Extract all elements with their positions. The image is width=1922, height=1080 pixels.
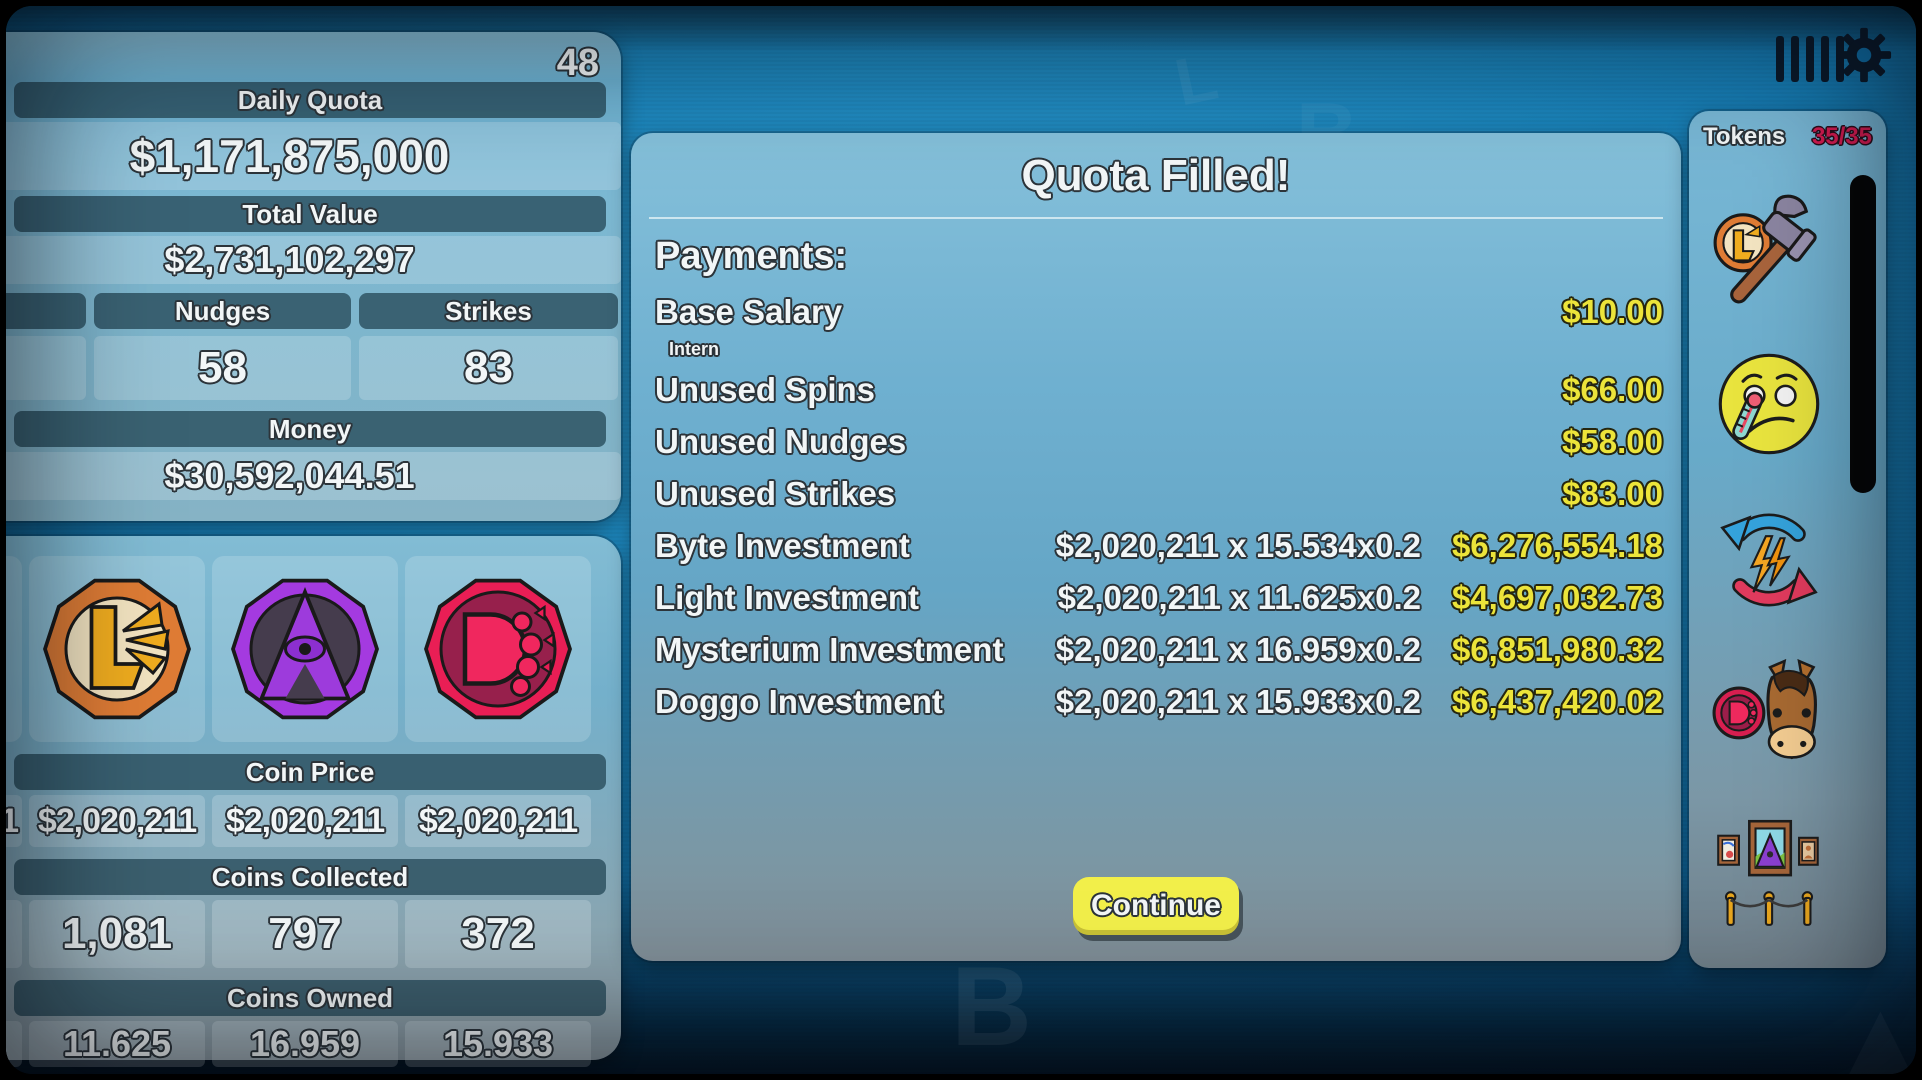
coins-owned-value: 11.625 — [29, 1021, 205, 1067]
payment-formula: $2,020,211 x 16.959x0.2 — [1055, 631, 1421, 668]
payment-row: Light Investment $2,020,211 x 11.625x0.2… — [649, 572, 1663, 624]
payment-amount: $83.00 — [1562, 475, 1663, 512]
coin-price-header: Coin Price — [14, 754, 606, 790]
mysterium-coin[interactable] — [212, 556, 398, 742]
money-value: $30,592,044.51 — [6, 452, 621, 500]
nudges-value: 58 — [94, 336, 351, 400]
payment-amount: $6,437,420.02 — [1451, 683, 1663, 720]
strikes-column: Strikes 83 — [359, 293, 618, 400]
coin-price-value: $2,020,211 — [212, 795, 398, 847]
payment-label: Mysterium Investment — [655, 631, 1004, 668]
game-screen: L B D L B ▲ ▲ D 48 Daily Quota — [6, 6, 1916, 1074]
coin-cell-cutoff — [6, 556, 22, 742]
coins-owned-cutoff — [6, 1021, 22, 1067]
doggo-coin-icon — [424, 578, 572, 720]
quota-modal: Quota Filled! Payments: Base Salary $10.… — [631, 133, 1681, 961]
modal-title: Quota Filled! — [1021, 151, 1291, 200]
payment-row: Unused Nudges $58.00 — [649, 416, 1663, 468]
payment-label: Byte Investment — [655, 527, 910, 564]
sick-face-token[interactable] — [1712, 347, 1826, 461]
watermark-logo: B — [951, 944, 1032, 1069]
coin-price-value: $2,020,211 — [29, 795, 205, 847]
continue-button[interactable]: Continue — [1073, 877, 1239, 935]
hammer-coin-token[interactable] — [1712, 191, 1826, 305]
payment-row: Byte Investment $2,020,211 x 15.534x0.2 … — [649, 520, 1663, 572]
coins-collected-cutoff — [6, 900, 22, 968]
coins-owned-header: Coins Owned — [14, 980, 606, 1016]
tally-bars-icon[interactable] — [1776, 36, 1844, 82]
rank-sublabel: Intern — [669, 338, 720, 359]
coins-collected-value: 1,081 — [29, 900, 205, 968]
day-counter: 48 — [556, 42, 599, 84]
swap-cycle-token[interactable] — [1712, 503, 1826, 617]
payment-amount: $10.00 — [1562, 293, 1663, 330]
payment-row: Unused Strikes $83.00 — [649, 468, 1663, 520]
payment-formula: $2,020,211 x 11.625x0.2 — [1057, 579, 1421, 616]
doggo-coin[interactable] — [405, 556, 591, 742]
cutoff-column — [6, 293, 86, 400]
payment-formula: $2,020,211 x 15.933x0.2 — [1055, 683, 1421, 720]
coins-collected-header: Coins Collected — [14, 859, 606, 895]
money-header: Money — [14, 411, 606, 447]
total-value: $2,731,102,297 — [6, 236, 621, 284]
settings-gear-icon[interactable] — [1835, 26, 1893, 89]
payment-row: Base Salary $10.00 — [649, 290, 1663, 334]
payment-label: Unused Nudges — [655, 423, 907, 460]
nudges-column: Nudges 58 — [94, 293, 351, 400]
payment-amount: $6,276,554.18 — [1451, 527, 1663, 564]
stats-panel: 48 Daily Quota $1,171,875,000 Total Valu… — [6, 32, 621, 521]
light-coin[interactable] — [29, 556, 205, 742]
nudges-header: Nudges — [94, 293, 351, 329]
tokens-label: Tokens — [1703, 123, 1786, 150]
coins-collected-value: 797 — [212, 900, 398, 968]
payment-row: Mysterium Investment $2,020,211 x 16.959… — [649, 624, 1663, 676]
payment-label: Base Salary — [655, 293, 843, 330]
watermark-logo: ▲ — [1821, 974, 1916, 1074]
payment-label: Doggo Investment — [655, 683, 943, 720]
payment-formula: $2,020,211 x 15.534x0.2 — [1055, 527, 1421, 564]
art-gallery-token[interactable] — [1712, 815, 1826, 929]
payment-amount: $4,697,032.73 — [1451, 579, 1663, 616]
light-coin-icon — [43, 578, 191, 720]
payments-section-label: Payments: — [655, 235, 848, 277]
daily-quota-value: $1,171,875,000 — [6, 122, 621, 190]
mysterium-coin-icon — [231, 578, 379, 720]
strikes-header: Strikes — [359, 293, 618, 329]
payment-row: Unused Spins $66.00 — [649, 364, 1663, 416]
coin-price-cutoff: 1 — [6, 795, 22, 847]
horse-doggo-token[interactable] — [1712, 659, 1826, 773]
tokens-count: 35/35 — [1811, 123, 1872, 150]
payment-subrow: Intern — [649, 334, 1663, 364]
payment-amount: $6,851,980.32 — [1451, 631, 1663, 668]
watermark-logo: L — [1168, 38, 1224, 120]
tokens-panel: Tokens 35/35 — [1689, 111, 1886, 968]
payment-row: Doggo Investment $2,020,211 x 15.933x0.2… — [649, 676, 1663, 728]
total-value-header: Total Value — [14, 196, 606, 232]
strikes-value: 83 — [359, 336, 618, 400]
coins-owned-value: 16.959 — [212, 1021, 398, 1067]
payment-label: Unused Strikes — [655, 475, 896, 512]
coins-panel: Coin Price 1 $2,020,211 $2,020,211 $2,02… — [6, 536, 621, 1067]
divider — [649, 217, 1663, 219]
payment-amount: $66.00 — [1562, 371, 1663, 408]
coins-collected-value: 372 — [405, 900, 591, 968]
payment-label: Unused Spins — [655, 371, 876, 408]
coins-owned-value: 15.933 — [405, 1021, 591, 1067]
coin-price-value: $2,020,211 — [405, 795, 591, 847]
daily-quota-header: Daily Quota — [14, 82, 606, 118]
payment-label: Light Investment — [655, 579, 920, 616]
payment-amount: $58.00 — [1562, 423, 1663, 460]
tokens-scrollbar[interactable] — [1850, 175, 1876, 493]
